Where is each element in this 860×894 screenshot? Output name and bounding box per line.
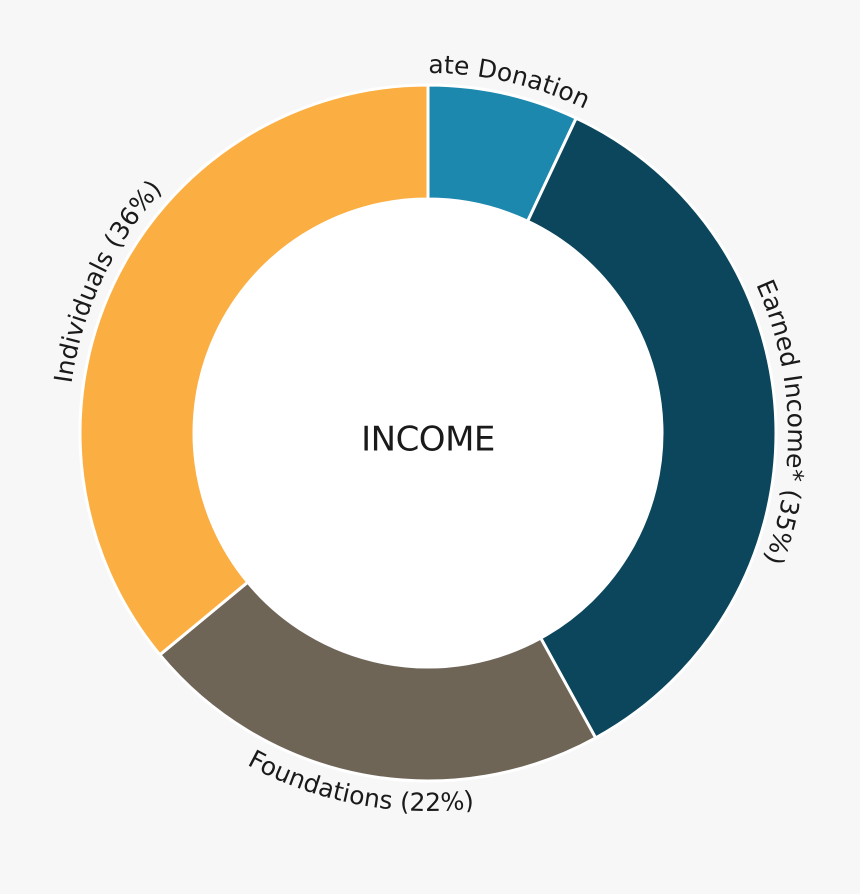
donut-hole <box>194 199 662 667</box>
chart-title: INCOME <box>361 420 495 460</box>
slices-group <box>78 83 778 783</box>
